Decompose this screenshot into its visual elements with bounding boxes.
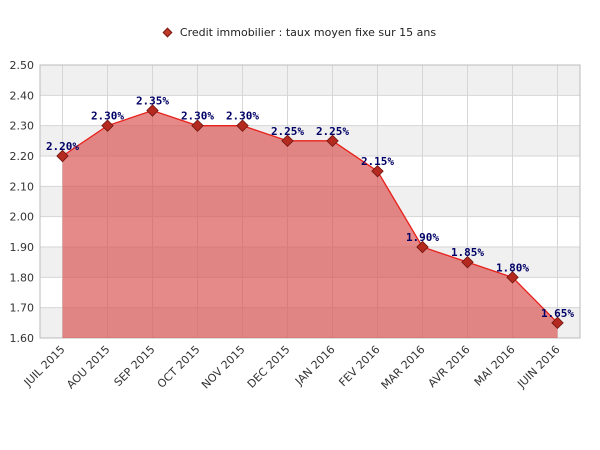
data-label: 2.30% xyxy=(226,110,259,123)
legend-label: Credit immobilier : taux moyen fixe sur … xyxy=(179,26,437,39)
series-line xyxy=(62,109,558,324)
x-tick-label: MAR 2016 xyxy=(379,343,428,392)
data-label: 2.25% xyxy=(316,125,349,138)
data-point xyxy=(506,271,519,284)
x-tick-label: NOV 2015 xyxy=(199,343,248,392)
x-tick-label: JUIL 2015 xyxy=(21,343,68,390)
data-point xyxy=(101,119,114,132)
grid-band xyxy=(40,65,580,96)
data-label: 2.30% xyxy=(91,110,124,123)
x-tick-label: AVR 2016 xyxy=(426,343,473,390)
y-tick-label: 2.10 xyxy=(10,180,35,193)
y-tick-label: 2.20 xyxy=(10,150,35,163)
data-point xyxy=(326,134,339,148)
y-tick-label: 1.80 xyxy=(10,271,35,284)
y-tick-label: 1.90 xyxy=(10,241,35,254)
y-tick-label: 2.30 xyxy=(10,120,35,133)
y-tick-label: 1.60 xyxy=(10,332,35,345)
x-tick-label: SEP 2015 xyxy=(112,343,158,389)
data-label: 2.25% xyxy=(271,125,304,138)
data-point xyxy=(56,149,69,163)
data-point xyxy=(146,104,159,117)
data-label: 1.90% xyxy=(406,231,439,244)
x-tick-label: FEV 2016 xyxy=(336,343,382,389)
data-point xyxy=(551,316,564,330)
x-tick-label: MAI 2016 xyxy=(472,343,518,389)
data-label: 2.30% xyxy=(181,110,214,123)
x-tick-label: OCT 2015 xyxy=(155,343,203,391)
data-point xyxy=(371,164,384,178)
x-tick-label: AOU 2015 xyxy=(64,343,112,391)
data-point xyxy=(281,134,294,148)
data-label: 1.65% xyxy=(541,307,574,320)
y-tick-label: 1.70 xyxy=(10,302,35,315)
y-tick-label: 2.00 xyxy=(10,211,35,224)
data-label: 2.15% xyxy=(361,155,394,168)
data-label: 2.35% xyxy=(136,95,169,108)
data-label: 1.85% xyxy=(451,246,484,259)
data-label: 1.80% xyxy=(496,261,529,274)
chart-legend: Credit immobilier : taux moyen fixe sur … xyxy=(0,26,600,39)
x-tick-label: DEC 2015 xyxy=(245,343,293,391)
data-point xyxy=(461,255,474,269)
data-point xyxy=(191,119,204,132)
data-point xyxy=(236,119,249,132)
x-tick-label: JUIN 2016 xyxy=(514,343,562,391)
data-label: 2.20% xyxy=(46,140,79,153)
y-tick-label: 2.40 xyxy=(10,89,35,102)
x-tick-label: JAN 2016 xyxy=(292,343,337,388)
y-tick-label: 2.50 xyxy=(10,59,35,72)
series-area xyxy=(62,110,558,338)
data-point xyxy=(416,240,429,254)
